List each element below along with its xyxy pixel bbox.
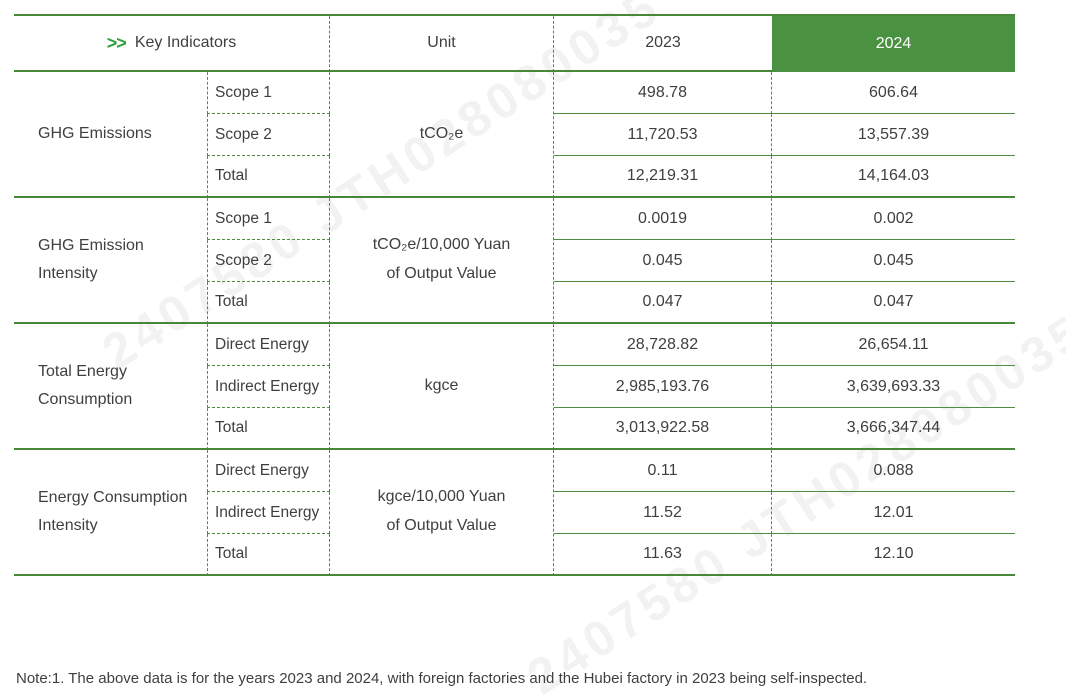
note-line: Note:1. The above data is for the years … (16, 670, 868, 687)
value-2024: 0.047 (772, 282, 1015, 324)
section-label-ghg-emission-intensity: GHG Emission Intensity (14, 198, 207, 324)
value-2023: 28,728.82 (554, 324, 772, 366)
value-2023: 0.045 (554, 240, 772, 282)
value-2023: 3,013,922.58 (554, 408, 772, 450)
value-2023: 2,985,193.76 (554, 366, 772, 408)
value-2024: 3,666,347.44 (772, 408, 1015, 450)
unit-value: tCO₂e (330, 72, 554, 198)
sub-indicator-label: Direct Energy (207, 450, 330, 492)
sub-indicator-label: Scope 1 (207, 198, 330, 240)
sub-indicator-label: Scope 2 (207, 240, 330, 282)
value-2023: 498.78 (554, 72, 772, 114)
value-2024: 606.64 (772, 72, 1015, 114)
section-label-energy-consumption-intensity: Energy Consumption Intensity (14, 450, 207, 576)
double-chevron-icon: >> (106, 32, 127, 53)
sub-indicator-label: Total (207, 408, 330, 450)
section-label-total-energy-consumption: Total Energy Consumption (14, 324, 207, 450)
key-indicators-header: >> Key Indicators (14, 16, 330, 72)
sub-indicator-label: Indirect Energy (207, 492, 330, 534)
sub-indicator-label: Scope 1 (207, 72, 330, 114)
unit-value: tCO₂e/10,000 Yuan of Output Value (330, 198, 554, 324)
value-2024: 14,164.03 (772, 156, 1015, 198)
value-2023: 0.047 (554, 282, 772, 324)
esg-indicators-table: >> Key Indicators Unit 2023 2024 GHG Emi… (14, 14, 1015, 576)
value-2023: 11.63 (554, 534, 772, 576)
key-indicators-header-label: Key Indicators (134, 34, 237, 51)
value-2024: 26,654.11 (772, 324, 1015, 366)
value-2023: 0.0019 (554, 198, 772, 240)
sub-indicator-label: Total (207, 282, 330, 324)
unit-value: kgce (330, 324, 554, 450)
value-2023: 11.52 (554, 492, 772, 534)
sub-indicator-label: Total (207, 156, 330, 198)
sub-indicator-label: Direct Energy (207, 324, 330, 366)
value-2024: 0.045 (772, 240, 1015, 282)
value-2024: 0.088 (772, 450, 1015, 492)
sub-indicator-label: Scope 2 (207, 114, 330, 156)
year-2024-header: 2024 (772, 16, 1015, 72)
unit-value: kgce/10,000 Yuan of Output Value (330, 450, 554, 576)
value-2023: 0.11 (554, 450, 772, 492)
value-2023: 11,720.53 (554, 114, 772, 156)
value-2024: 0.002 (772, 198, 1015, 240)
sub-indicator-label: Total (207, 534, 330, 576)
value-2024: 3,639,693.33 (772, 366, 1015, 408)
value-2024: 13,557.39 (772, 114, 1015, 156)
unit-header: Unit (330, 16, 554, 72)
value-2024: 12.10 (772, 534, 1015, 576)
value-2023: 12,219.31 (554, 156, 772, 198)
footnotes: Note:1. The above data is for the years … (16, 616, 1052, 698)
section-label-ghg-emissions: GHG Emissions (14, 72, 207, 198)
sub-indicator-label: Indirect Energy (207, 366, 330, 408)
value-2024: 12.01 (772, 492, 1015, 534)
year-2023-header: 2023 (554, 16, 772, 72)
